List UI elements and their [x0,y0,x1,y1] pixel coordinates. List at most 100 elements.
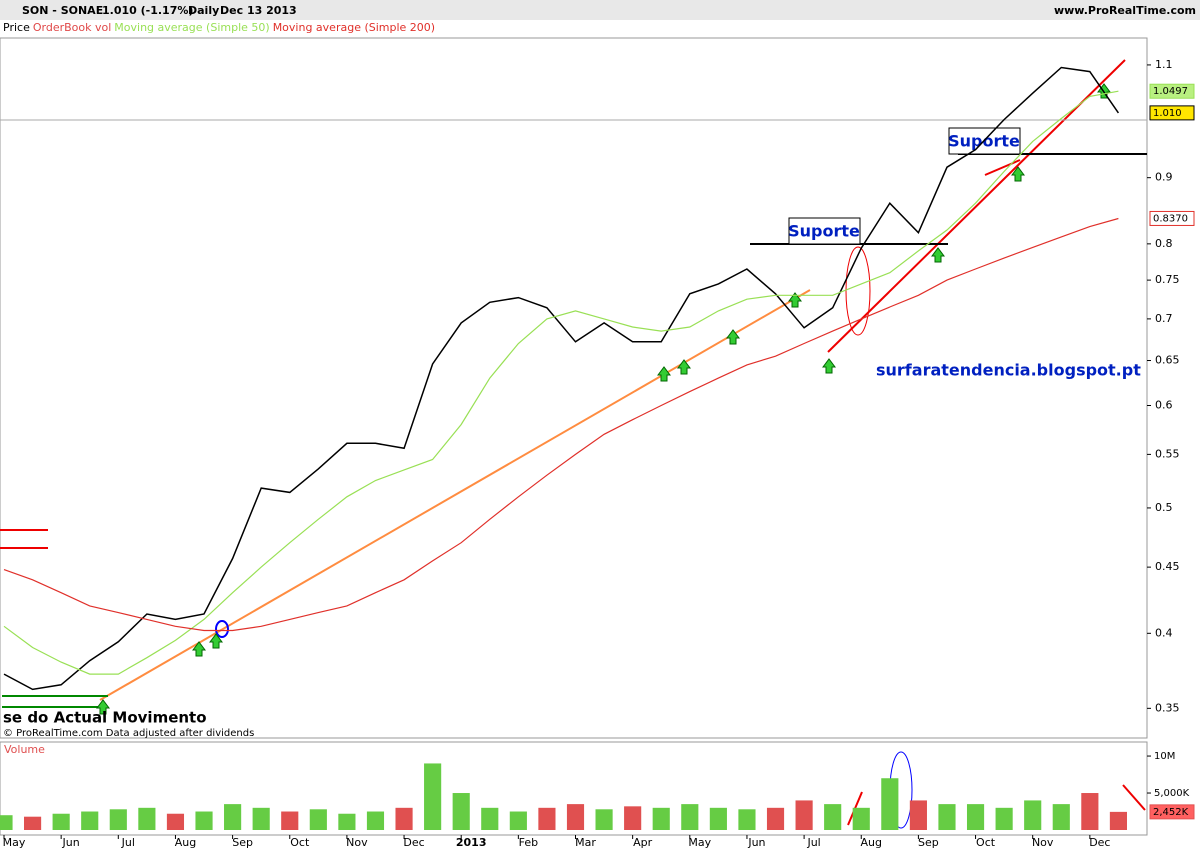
volume-bar [766,807,785,830]
volume-bar [1109,811,1127,830]
value-label-box [1149,804,1195,820]
volume-bar [366,811,385,830]
price-pane [0,37,1148,739]
site: www.ProRealTime.com [1054,4,1196,17]
date: Dec 13 2013 [220,4,297,17]
value-label: 1.0497 [1153,86,1188,97]
x-tick-label: Nov [346,836,368,849]
x-tick-label: Aug [861,836,882,849]
volume-bar [995,807,1013,830]
volume-bar [909,800,927,830]
series-line [3,66,1120,691]
quote: 1.010 (-1.17%) [102,4,193,17]
y-tick-label: 1.1 [1155,58,1173,71]
y-tick-label: 0.65 [1155,354,1180,367]
volume-bar [52,813,70,830]
volume-bar [709,807,727,830]
period: Daily [188,4,219,17]
volume-bar [109,809,127,830]
volume-bar [566,804,585,830]
value-label-box [1149,210,1195,226]
volume-bar [81,811,99,830]
legend-entry: Price [3,21,30,34]
volume-bar [252,807,270,830]
header-bar [0,0,1200,20]
volume-bar [0,815,13,830]
x-tick-label: Aug [175,836,196,849]
y2-tick-label: 5,000K [1154,788,1190,799]
volume-bar [395,807,413,830]
x-tick-label: 2013 [456,836,487,849]
annotation: se do Actual Movimento [3,709,207,727]
legend: Price OrderBook vol Moving average (Simple… [3,21,435,34]
volume-title: Volume [4,743,45,756]
volume-bar [652,807,670,830]
volume-bar [166,813,185,830]
volume-bar [481,807,499,830]
volume-bar [538,807,556,830]
x-tick-label: Oct [976,836,996,849]
y-tick-label: 0.35 [1155,701,1180,714]
x-tick-label: Dec [1089,836,1110,849]
volume-bar [424,763,442,830]
x-tick-label: May [688,836,711,849]
volume-bar [195,811,213,830]
x-tick-label: Jun [747,836,765,849]
x-tick-label: Nov [1032,836,1054,849]
volume-bar [509,811,527,830]
volume-bar [795,800,813,830]
volume-bar [881,778,899,830]
volume-bar [624,806,642,830]
y-tick-label: 0.8 [1155,237,1173,250]
value-label-box [1149,105,1195,121]
volume-pane [0,741,1148,836]
x-tick-label: Jul [806,836,820,849]
volume-bar [138,807,156,830]
volume-bar [24,816,42,830]
y-tick-label: 0.5 [1155,501,1173,514]
y-tick-label: 0.7 [1155,312,1173,325]
x-tick-label: Sep [918,836,939,849]
volume-bar [1081,793,1099,830]
series-line [3,217,1119,632]
legend-entry: Moving average (Simple 200) [273,21,435,34]
y-tick-label: 0.75 [1155,273,1180,286]
legend-entry: Moving average (Simple 50) [114,21,269,34]
volume-bar [452,793,470,830]
volume-bar [738,809,756,830]
volume-bar [966,804,985,830]
volume-bar [938,804,956,830]
volume-bar [852,807,870,830]
x-tick-label: Feb [519,836,538,849]
x-tick-label: Dec [403,836,424,849]
volume-bar [681,804,699,830]
y-tick-label: 0.55 [1155,447,1180,460]
x-tick-label: May [3,836,26,849]
drawings [0,59,1147,829]
x-tick-label: Oct [290,836,310,849]
value-label-box [1149,83,1195,99]
legend-entry: OrderBook vol [33,21,111,34]
volume-bar [309,809,327,830]
x-tick-label: Jul [121,836,135,849]
y-tick-label: 0.6 [1155,398,1173,411]
volume-bar [595,809,613,830]
symbol: SON - SONAE [22,4,103,17]
volume-bar [824,804,842,830]
value-label: 2,452K [1153,807,1189,818]
series-line [3,90,1119,675]
annotation: Suporte [788,222,860,241]
value-label: 1.010 [1153,108,1182,119]
value-label: 0.8370 [1153,213,1188,224]
copyright: © ProRealTime.com Data adjusted after di… [3,728,254,739]
volume-bar [1052,804,1070,830]
annotation: surfaratendencia.blogspot.pt [876,361,1141,380]
y-tick-label: 0.9 [1155,171,1173,184]
volume-bar [1024,800,1042,830]
volume-bar [281,811,299,830]
x-tick-label: Sep [232,836,253,849]
volume-bar [224,804,242,830]
x-tick-label: Jun [62,836,80,849]
y2-tick-label: 10M [1154,751,1175,762]
